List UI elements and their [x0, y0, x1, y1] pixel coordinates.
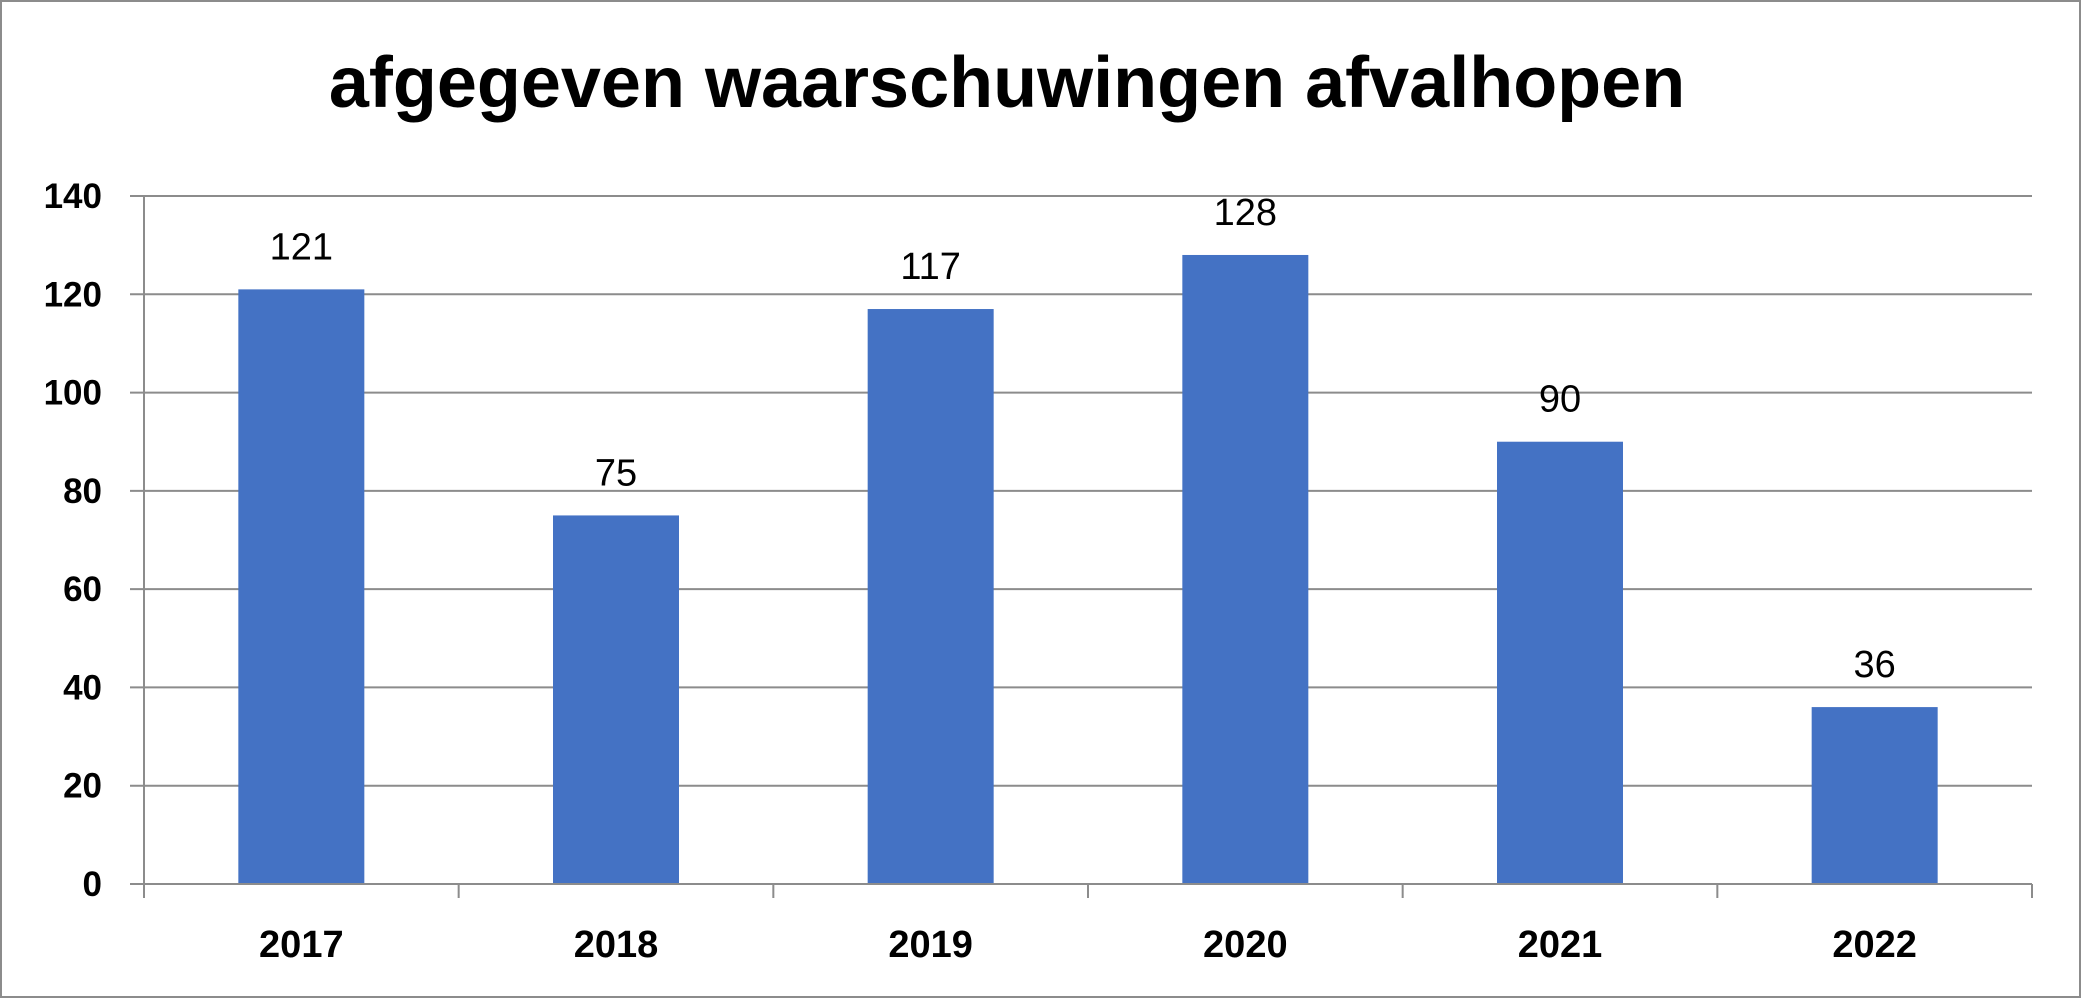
- bar: [867, 309, 994, 884]
- y-tick-label: 100: [44, 374, 102, 413]
- x-tick-label: 2022: [1832, 924, 1917, 966]
- x-tick-label: 2021: [1518, 924, 1603, 966]
- x-tick-label: 2018: [574, 924, 659, 966]
- data-label: 90: [1539, 379, 1581, 421]
- data-label: 75: [595, 452, 637, 494]
- data-label: 128: [1214, 192, 1277, 234]
- y-tick-label: 140: [44, 177, 102, 216]
- data-label: 121: [270, 226, 333, 268]
- x-tick-label: 2019: [888, 924, 973, 966]
- bar: [1497, 441, 1623, 884]
- y-tick-label: 80: [63, 472, 102, 511]
- bar: [1811, 707, 1938, 884]
- y-tick-label: 120: [44, 275, 102, 314]
- x-tick-label: 2017: [259, 924, 344, 966]
- chart-title: afgegeven waarschuwingen afvalhopen: [328, 43, 1686, 123]
- y-tick-label: 0: [83, 865, 102, 904]
- bar: [1182, 254, 1309, 884]
- y-tick-label: 20: [63, 767, 102, 806]
- data-label: 117: [900, 246, 961, 288]
- x-tick-label: 2020: [1203, 924, 1288, 966]
- bar: [553, 515, 679, 884]
- bar: [238, 289, 365, 884]
- y-tick-label: 40: [63, 668, 102, 707]
- data-label: 36: [1854, 644, 1896, 686]
- y-tick-label: 60: [63, 570, 102, 609]
